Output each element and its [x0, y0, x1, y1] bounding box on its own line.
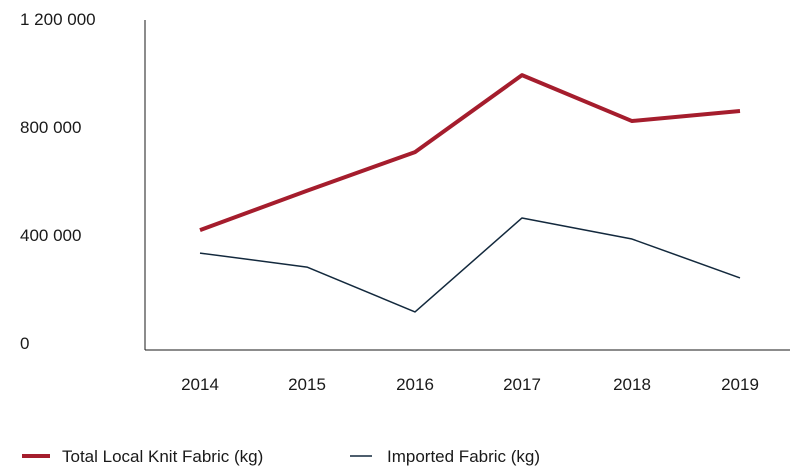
x-tick-label: 2018	[613, 375, 651, 394]
x-tick-label: 2015	[288, 375, 326, 394]
x-tick-label: 2019	[721, 375, 759, 394]
series-line	[199, 217, 741, 313]
x-tick-label: 2017	[503, 375, 541, 394]
x-tick-label: 2014	[181, 375, 219, 394]
legend-label: Imported Fabric (kg)	[387, 447, 540, 466]
y-tick-label: 400 000	[20, 226, 81, 245]
series-line	[199, 73, 741, 232]
y-tick-label: 1 200 000	[20, 10, 96, 29]
x-tick-label: 2016	[396, 375, 434, 394]
legend-label: Total Local Knit Fabric (kg)	[62, 447, 263, 466]
y-tick-label: 0	[20, 334, 29, 353]
y-tick-label: 800 000	[20, 118, 81, 137]
